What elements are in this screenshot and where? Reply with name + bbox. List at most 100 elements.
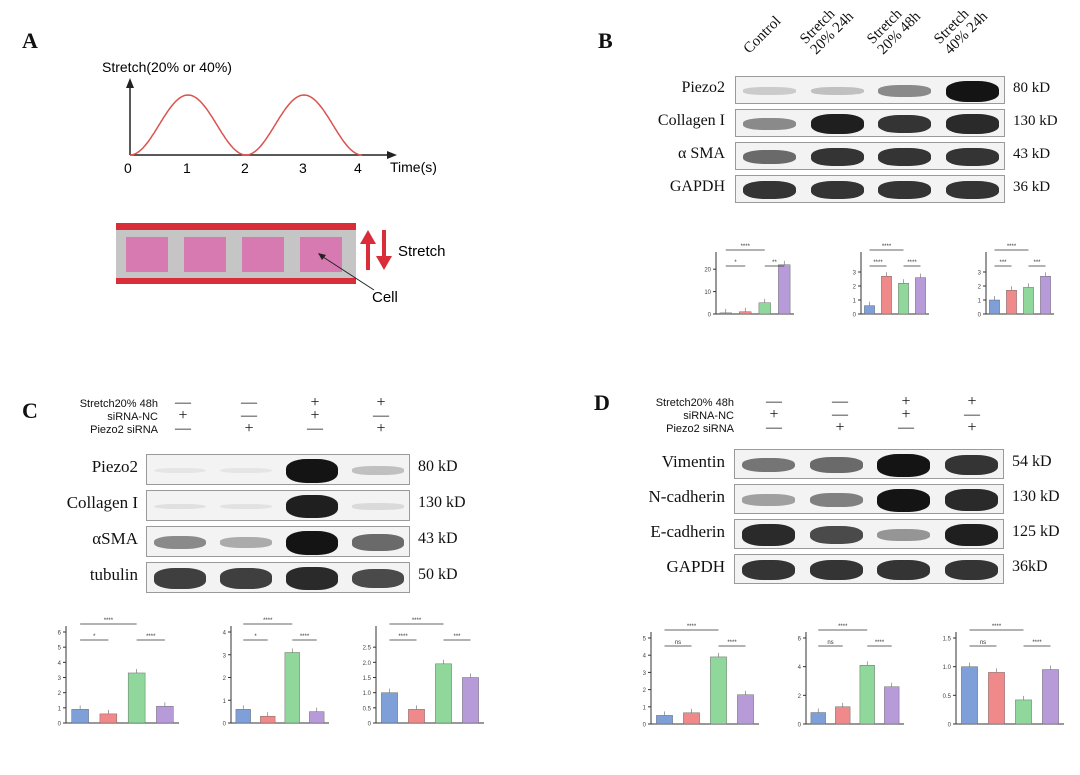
d-blot-strip-0 <box>734 449 1004 479</box>
c-band-2-1 <box>220 537 272 548</box>
b-band-2-2 <box>878 147 932 167</box>
y-tick-label: 0.5 <box>363 706 372 712</box>
time-axis-label: Time(s) <box>390 159 437 175</box>
d-sign-2-2: — <box>898 419 914 436</box>
c-sign-0-1: — <box>241 394 257 411</box>
y-tick-label: 1.5 <box>943 637 952 643</box>
b-band-3-0 <box>743 180 797 200</box>
c-sign-1-3: — <box>373 407 389 424</box>
c-condition-label-1: siRNA-NC <box>107 411 158 423</box>
tick-2: 2 <box>241 160 249 176</box>
c-band-2-2 <box>286 530 338 555</box>
panel-c-letter: C <box>22 398 38 423</box>
c-band-0-1 <box>220 467 272 474</box>
d-sign-1-0: + <box>769 406 779 423</box>
c-sign-0-3: + <box>376 394 386 411</box>
c-band-1-0 <box>154 503 206 510</box>
d-blot-strip-3 <box>734 554 1004 584</box>
y-tick-label: 1.0 <box>363 691 372 697</box>
sig-label: * <box>734 260 737 266</box>
b-kd-3: 36 kD <box>1013 179 1051 195</box>
sig-label: **** <box>875 640 885 646</box>
d-condition-label-2: Piezo2 siRNA <box>666 423 734 435</box>
y-tick-label: 3 <box>978 271 982 277</box>
d-sign-2-0: — <box>766 419 782 436</box>
y-tick-label: 2 <box>223 676 227 682</box>
panel-d-letter: D <box>594 390 610 415</box>
bar-3 <box>884 686 900 725</box>
c-sign-1-1: — <box>241 407 257 424</box>
bar-2 <box>898 283 909 315</box>
d-band-1-2 <box>877 488 931 512</box>
bottom-strip <box>116 278 356 284</box>
y-tick-label: 0.5 <box>943 694 952 700</box>
bar-3 <box>778 264 791 315</box>
sig-label: **** <box>907 260 917 266</box>
c-band-0-2 <box>286 458 338 483</box>
y-tick-label: 1 <box>58 706 62 712</box>
bar-3 <box>462 677 479 724</box>
b-band-0-2 <box>878 84 932 98</box>
stretch-schematic: Stretch(20% or 40%) Time(s) 0 1 2 3 4 St… <box>102 59 446 306</box>
d-kd-3: 36kD <box>1012 558 1048 575</box>
d-band-3-1 <box>809 559 863 581</box>
sig-label: ns <box>980 640 986 646</box>
sig-label: **** <box>882 244 892 250</box>
bar-0 <box>989 299 1000 315</box>
bar-2 <box>284 652 300 724</box>
bar-3 <box>1040 276 1051 315</box>
y-tick-label: 0 <box>368 722 372 728</box>
sig-label: **** <box>727 640 737 646</box>
sig-label: **** <box>104 618 114 624</box>
b-band-0-0 <box>743 87 797 95</box>
y-tick-label: 0 <box>708 313 712 319</box>
b-blot-strip-3 <box>735 175 1005 203</box>
bar-chart-5: 00.51.01.52.02.5******** *** <box>363 618 484 728</box>
bar-0 <box>71 709 89 724</box>
c-blot-label-0: Piezo2 <box>91 457 138 476</box>
stretch-label: Stretch <box>398 243 446 260</box>
d-band-2-3 <box>944 523 998 547</box>
sig-label: **** <box>263 618 273 624</box>
d-sign-0-1: — <box>832 393 848 410</box>
bar-1 <box>739 311 752 315</box>
stretch-waveform <box>129 94 363 156</box>
c-sign-2-1: + <box>244 420 254 437</box>
bar-1 <box>260 715 276 724</box>
y-tick-label: 2.0 <box>363 661 372 667</box>
sig-label: ns <box>675 640 681 646</box>
y-tick-label: 2 <box>643 688 647 694</box>
bar-3 <box>156 706 174 724</box>
b-lane-header-line: Control <box>740 13 785 57</box>
bar-3 <box>1042 669 1059 725</box>
d-blot-strip-1 <box>734 484 1004 514</box>
b-band-2-0 <box>743 149 797 165</box>
b-lane-header-1: Stretch 20% 24h <box>797 0 857 58</box>
y-tick-label: 6 <box>58 631 62 637</box>
sig-label: * <box>254 634 257 640</box>
d-sign-0-3: + <box>967 393 977 410</box>
y-tick-label: 1 <box>978 299 982 305</box>
b-band-1-2 <box>878 114 932 134</box>
c-band-3-3 <box>352 568 404 589</box>
c-sign-1-2: + <box>310 407 320 424</box>
b-blot-strip-1 <box>735 109 1005 137</box>
b-blot-strip-0 <box>735 76 1005 104</box>
d-band-2-0 <box>742 524 796 546</box>
sig-label: **** <box>146 634 156 640</box>
tick-1: 1 <box>183 160 191 176</box>
d-band-0-1 <box>809 457 863 473</box>
bar-1 <box>408 709 425 724</box>
c-band-1-3 <box>352 503 404 510</box>
y-tick-label: 0 <box>948 723 952 729</box>
d-band-1-1 <box>809 493 863 507</box>
d-band-0-3 <box>944 454 998 476</box>
c-sign-1-0: + <box>178 407 188 424</box>
b-kd-2: 43 kD <box>1013 146 1051 162</box>
bar-3 <box>915 277 926 315</box>
y-tick-label: 5 <box>58 646 62 652</box>
c-kd-3: 50 kD <box>418 566 458 583</box>
bar-2 <box>435 663 452 724</box>
b-lane-header-2: Stretch 20% 48h <box>864 0 924 58</box>
bar-0 <box>235 709 251 724</box>
